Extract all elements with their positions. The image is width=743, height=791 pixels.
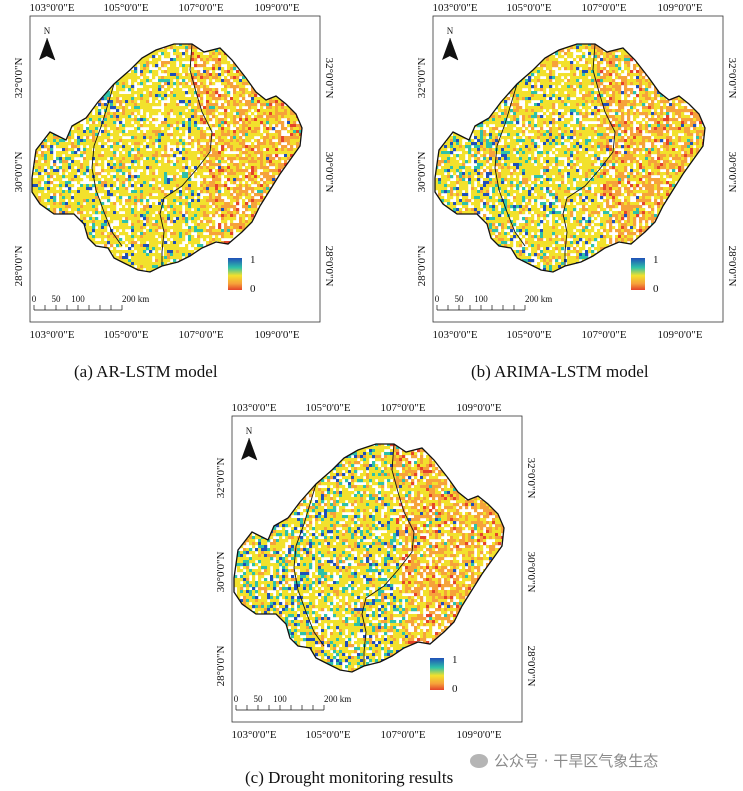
scale-tick-label: 0 — [234, 694, 239, 704]
watermark: 公众号 · 干旱区气象生态 — [470, 750, 658, 771]
subregion-boundary-east — [361, 443, 415, 666]
subregion-boundary-west — [494, 83, 526, 247]
scale-tick-label: 200 km — [324, 694, 351, 704]
watermark-text: 公众号 · 干旱区气象生态 — [494, 752, 659, 770]
legend-max-label: 1 — [452, 654, 458, 666]
lon-label-top: 105°0'0"E — [506, 2, 551, 14]
lon-label-bottom: 107°0'0"E — [380, 729, 425, 741]
lat-label-left: 28°0'0"N — [13, 246, 25, 287]
scale-tick-label: 50 — [52, 294, 62, 304]
map-c: 103°0'0"E 103°0'0"E 105°0'0"E 105°0'0"E 107°… — [215, 402, 537, 741]
lat-label-left: 30°0'0"N — [416, 152, 428, 193]
north-arrow-icon: N — [39, 26, 56, 61]
lon-label-top: 105°0'0"E — [103, 2, 148, 14]
scale-tick-label: 0 — [32, 294, 37, 304]
lat-label-right: 32°0'0"N — [323, 58, 335, 99]
lon-label-bottom: 105°0'0"E — [305, 729, 350, 741]
caption-c: (c) Drought monitoring results — [245, 768, 454, 787]
lon-label-top: 109°0'0"E — [254, 2, 299, 14]
lat-label-right: 30°0'0"N — [323, 152, 335, 193]
lon-label-bottom: 107°0'0"E — [178, 329, 223, 341]
lat-label-right: 28°0'0"N — [726, 246, 738, 287]
subregion-boundary-west — [293, 483, 325, 647]
lat-label-right: 28°0'0"N — [525, 646, 537, 687]
lat-label-right: 30°0'0"N — [726, 152, 738, 193]
north-label: N — [246, 426, 253, 436]
legend-min-label: 0 — [250, 283, 256, 295]
lon-label-top: 103°0'0"E — [231, 402, 276, 414]
scale-tick-label: 200 km — [122, 294, 149, 304]
lat-label-right: 28°0'0"N — [323, 246, 335, 287]
scale-tick-label: 0 — [435, 294, 440, 304]
legend-min-label: 0 — [452, 683, 458, 695]
scale-tick-label: 100 — [71, 294, 85, 304]
map-panel-c: 103°0'0"E 103°0'0"E 105°0'0"E 105°0'0"E 107°… — [215, 400, 537, 745]
north-arrow-icon: N — [241, 426, 258, 461]
lat-label-right: 30°0'0"N — [525, 552, 537, 593]
study-area-boundary — [434, 43, 706, 273]
lat-label-left: 28°0'0"N — [416, 246, 428, 287]
scale-bar: 0 50 100 200 km — [435, 294, 552, 311]
scale-tick-label: 100 — [273, 694, 287, 704]
scale-tick-label: 100 — [474, 294, 488, 304]
subregion-boundary-west — [91, 83, 123, 247]
lat-label-right: 32°0'0"N — [726, 58, 738, 99]
lon-label-top: 109°0'0"E — [456, 402, 501, 414]
lat-label-left: 30°0'0"N — [215, 552, 227, 593]
study-area-boundary — [233, 443, 505, 673]
caption-a: (a) AR-LSTM model — [74, 362, 218, 381]
north-arrow-icon: N — [442, 26, 459, 61]
lon-label-bottom: 103°0'0"E — [432, 329, 477, 341]
legend-color-ramp — [631, 258, 645, 290]
map-a: 103°0'0"E 103°0'0"E 105°0'0"E 105°0'0"E 107°… — [13, 2, 335, 341]
scale-bar: 0 50 100 200 km — [32, 294, 149, 311]
lon-label-top: 105°0'0"E — [305, 402, 350, 414]
lat-label-left: 30°0'0"N — [13, 152, 25, 193]
north-label: N — [447, 26, 454, 36]
lon-label-top: 107°0'0"E — [178, 2, 223, 14]
lon-label-bottom: 109°0'0"E — [657, 329, 702, 341]
legend-min-label: 0 — [653, 283, 659, 295]
map-b: 103°0'0"E 103°0'0"E 105°0'0"E 105°0'0"E 107°… — [416, 2, 738, 341]
lon-label-bottom: 103°0'0"E — [231, 729, 276, 741]
legend-max-label: 1 — [653, 254, 659, 266]
legend-max-label: 1 — [250, 254, 256, 266]
lat-label-left: 32°0'0"N — [215, 458, 227, 499]
lon-label-bottom: 103°0'0"E — [29, 329, 74, 341]
lon-label-bottom: 105°0'0"E — [103, 329, 148, 341]
lon-label-top: 107°0'0"E — [380, 402, 425, 414]
legend-color-ramp — [430, 658, 444, 690]
wechat-icon — [470, 754, 488, 768]
scale-tick-label: 200 km — [525, 294, 552, 304]
lon-label-top: 103°0'0"E — [432, 2, 477, 14]
subregion-boundary-east — [562, 43, 616, 266]
scale-tick-label: 50 — [254, 694, 264, 704]
legend-color-ramp — [228, 258, 242, 290]
subregion-boundary-east — [159, 43, 213, 266]
scale-bar: 0 50 100 200 km — [234, 694, 351, 711]
north-label: N — [44, 26, 51, 36]
lat-label-left: 28°0'0"N — [215, 646, 227, 687]
lon-label-bottom: 107°0'0"E — [581, 329, 626, 341]
lat-label-right: 32°0'0"N — [525, 458, 537, 499]
caption-b: (b) ARIMA-LSTM model — [471, 362, 649, 381]
lon-label-top: 109°0'0"E — [657, 2, 702, 14]
map-panel-a: 103°0'0"E 103°0'0"E 105°0'0"E 105°0'0"E 107°… — [13, 0, 335, 345]
lon-label-top: 103°0'0"E — [29, 2, 74, 14]
lon-label-bottom: 109°0'0"E — [254, 329, 299, 341]
lon-label-top: 107°0'0"E — [581, 2, 626, 14]
map-panel-b: 103°0'0"E 103°0'0"E 105°0'0"E 105°0'0"E 107°… — [416, 0, 738, 345]
lat-label-left: 32°0'0"N — [416, 58, 428, 99]
lon-label-bottom: 109°0'0"E — [456, 729, 501, 741]
study-area-boundary — [31, 43, 303, 273]
lon-label-bottom: 105°0'0"E — [506, 329, 551, 341]
scale-tick-label: 50 — [455, 294, 465, 304]
lat-label-left: 32°0'0"N — [13, 58, 25, 99]
